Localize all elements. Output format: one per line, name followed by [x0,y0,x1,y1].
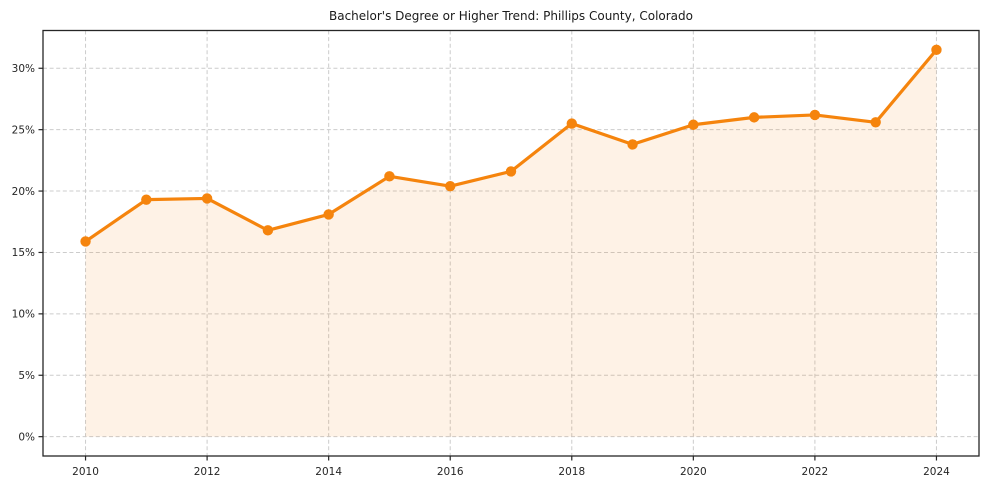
x-tick-label: 2020 [680,466,707,478]
y-tick-label: 20% [12,186,35,198]
y-tick-label: 10% [12,309,35,321]
data-point-2022 [809,109,821,121]
y-tick-label: 5% [18,370,35,382]
y-tick-label: 30% [12,63,35,75]
data-point-2020 [688,119,699,130]
x-tick-label: 2024 [923,466,950,478]
data-point-2014 [323,209,334,220]
data-point-2010 [80,236,91,247]
data-point-2015 [384,171,395,182]
x-tick-label: 2010 [72,466,99,478]
data-point-2016 [445,180,456,192]
x-tick-label: 2012 [194,466,221,478]
x-tick-label: 2018 [558,466,585,478]
y-tick-label: 0% [18,431,35,443]
data-point-2013 [262,225,274,236]
data-point-2021 [748,112,760,123]
x-tick-label: 2016 [437,466,464,478]
x-tick-label: 2014 [315,466,342,478]
plot-border [42,29,980,457]
data-point-2018 [566,118,577,129]
data-point-2023 [870,117,881,128]
area-fill [85,49,937,437]
data-point-2012 [201,193,213,204]
data-point-2019 [627,139,638,150]
data-point-2024 [931,44,942,56]
axis-ticks: 0% 5% 10% 15% 20% 25% 30% 2010 2012 2014 2016 2018 2… [12,63,950,478]
y-tick-label: 15% [12,247,35,259]
data-point-2017 [505,166,517,177]
data-point-2011 [141,194,152,205]
plot-area: 0% 5% 10% 15% 20% 25% 30% 2010 2012 2014 2016 2018 2… [12,29,980,478]
data-points [80,44,942,247]
y-tick-label: 25% [12,124,35,136]
x-tick-label: 2022 [802,466,829,478]
chart-title: Bachelor's Degree or Higher Trend: Phill… [329,9,693,23]
